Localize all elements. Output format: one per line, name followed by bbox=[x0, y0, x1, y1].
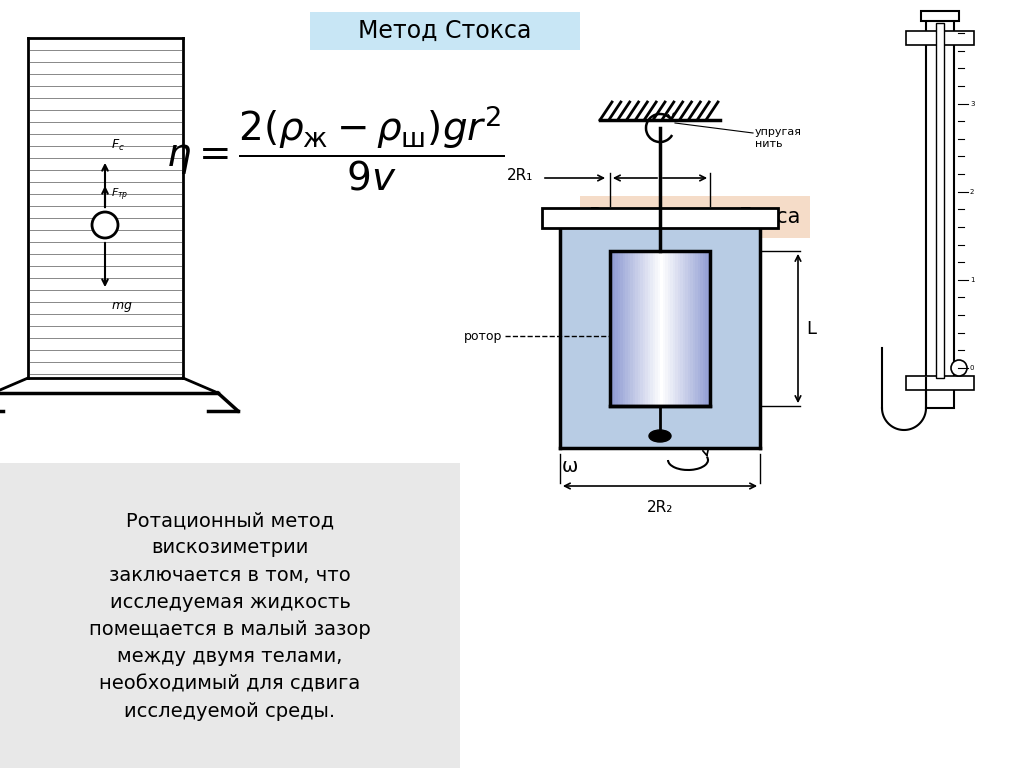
Bar bbox=[657, 251, 660, 406]
Circle shape bbox=[92, 212, 118, 238]
Bar bbox=[625, 251, 628, 406]
Bar bbox=[906, 376, 974, 390]
Bar bbox=[655, 251, 657, 406]
Circle shape bbox=[951, 360, 967, 376]
Bar bbox=[695, 251, 697, 406]
Bar bbox=[926, 13, 954, 408]
Text: упругая
нить: упругая нить bbox=[755, 127, 802, 149]
Text: $mg$: $mg$ bbox=[111, 300, 133, 314]
Bar bbox=[645, 251, 647, 406]
Bar bbox=[692, 251, 695, 406]
Text: ω: ω bbox=[562, 456, 579, 475]
Bar bbox=[640, 251, 642, 406]
Bar bbox=[638, 251, 640, 406]
Bar bbox=[580, 196, 810, 238]
Bar bbox=[921, 11, 959, 21]
Bar bbox=[560, 228, 760, 448]
Bar bbox=[642, 251, 645, 406]
Bar bbox=[633, 251, 635, 406]
Bar bbox=[936, 23, 944, 378]
Bar bbox=[685, 251, 687, 406]
Bar bbox=[702, 251, 705, 406]
Bar bbox=[690, 251, 692, 406]
Bar bbox=[542, 208, 778, 228]
Bar bbox=[678, 251, 680, 406]
Bar bbox=[665, 251, 668, 406]
Ellipse shape bbox=[649, 430, 671, 442]
Bar bbox=[705, 251, 708, 406]
Text: 1: 1 bbox=[970, 276, 975, 283]
Bar bbox=[675, 251, 678, 406]
Bar bbox=[615, 251, 617, 406]
Text: $F_c$: $F_c$ bbox=[111, 138, 125, 153]
Bar bbox=[635, 251, 638, 406]
Bar bbox=[697, 251, 700, 406]
Text: 2R₂: 2R₂ bbox=[647, 500, 673, 515]
Bar bbox=[652, 251, 655, 406]
Text: $F_{тр}$: $F_{тр}$ bbox=[111, 187, 128, 204]
Bar bbox=[617, 251, 620, 406]
Bar bbox=[660, 251, 663, 406]
Bar bbox=[610, 251, 612, 406]
Text: ротор: ротор bbox=[464, 329, 502, 343]
Bar bbox=[610, 251, 710, 406]
Text: $\eta = \dfrac{2(\rho_{\rm ж}-\rho_{\rm ш})gr^2}{9v}$: $\eta = \dfrac{2(\rho_{\rm ж}-\rho_{\rm … bbox=[166, 103, 505, 193]
Bar bbox=[623, 251, 625, 406]
Bar bbox=[683, 251, 685, 406]
Text: 3: 3 bbox=[970, 101, 975, 107]
Bar bbox=[673, 251, 675, 406]
Bar bbox=[647, 251, 650, 406]
Bar bbox=[670, 251, 673, 406]
Bar bbox=[612, 251, 615, 406]
Bar bbox=[700, 251, 702, 406]
Bar bbox=[708, 251, 710, 406]
Bar bbox=[310, 12, 580, 50]
Text: Вискозиметр Гесса: Вискозиметр Гесса bbox=[590, 207, 801, 227]
Bar bbox=[650, 251, 652, 406]
Bar bbox=[628, 251, 630, 406]
Text: 2R₁: 2R₁ bbox=[507, 168, 534, 184]
Text: Метод Стокса: Метод Стокса bbox=[358, 19, 531, 43]
Bar bbox=[663, 251, 665, 406]
Text: 2: 2 bbox=[970, 189, 975, 194]
Bar bbox=[680, 251, 683, 406]
Bar bbox=[687, 251, 690, 406]
Bar bbox=[630, 251, 633, 406]
Text: Ротационный метод
вискозиметрии
заключается в том, что
исследуемая жидкость
поме: Ротационный метод вискозиметрии заключае… bbox=[89, 511, 371, 721]
Text: 0: 0 bbox=[970, 365, 975, 371]
Bar bbox=[668, 251, 670, 406]
Bar bbox=[906, 31, 974, 45]
Bar bbox=[0, 463, 460, 768]
Bar bbox=[28, 38, 183, 378]
Text: L: L bbox=[806, 320, 816, 338]
Bar bbox=[620, 251, 623, 406]
